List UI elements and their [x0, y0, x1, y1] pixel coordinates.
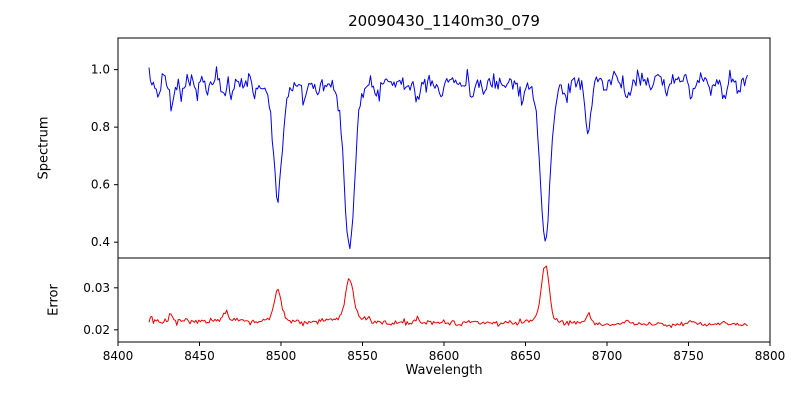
- error-series-line: [148, 265, 748, 329]
- spectrum-series-line: [148, 66, 748, 250]
- x-tick-label: 8650: [510, 349, 541, 363]
- x-tick-label: 8600: [429, 349, 460, 363]
- y-tick-label: 0.6: [91, 178, 110, 192]
- x-tick-label: 8700: [592, 349, 623, 363]
- x-axis-label: Wavelength: [405, 363, 483, 378]
- y-tick-label: 0.8: [91, 120, 110, 134]
- y-tick-label: 0.03: [83, 281, 110, 295]
- y-tick-label: 0.4: [91, 235, 110, 249]
- x-tick-label: 8500: [266, 349, 297, 363]
- x-tick-label: 8550: [347, 349, 378, 363]
- chart-title: 20090430_1140m30_079: [348, 12, 540, 30]
- y-tick-label: 1.0: [91, 63, 110, 77]
- axes-frame: [117, 257, 771, 343]
- x-tick-label: 8750: [673, 349, 704, 363]
- x-tick-label: 8450: [184, 349, 215, 363]
- y-tick-label: 0.02: [83, 323, 110, 337]
- x-tick-label: 8400: [103, 349, 134, 363]
- x-tick-label: 8800: [755, 349, 786, 363]
